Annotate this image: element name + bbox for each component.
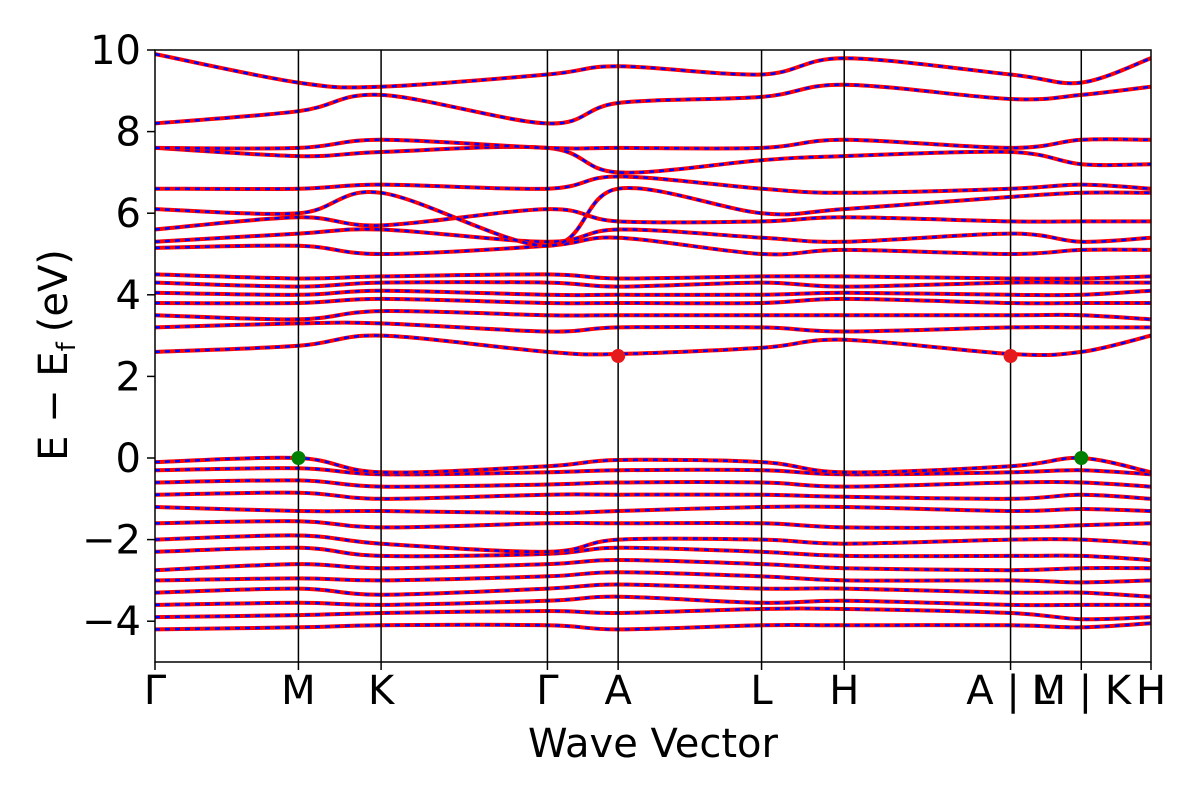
band-edge-markers-layer	[291, 349, 1089, 465]
band-line-spin-up	[155, 557, 1151, 573]
x-tick-label: M | K	[1031, 668, 1132, 714]
band-line-spin-down	[155, 186, 1151, 248]
cbm-marker	[1003, 349, 1018, 363]
band-line-spin-down	[155, 52, 1151, 89]
band-line-spin-up	[155, 288, 1151, 298]
band-line-spin-down	[155, 289, 1151, 297]
band-line-spin-down	[155, 83, 1151, 125]
y-tick-label: 6	[116, 191, 141, 237]
band-line-spin-up	[155, 478, 1151, 489]
vbm-marker	[1074, 451, 1089, 465]
x-tick-label: H	[829, 668, 859, 714]
band-line-spin-up	[155, 272, 1151, 281]
band-line-spin-up	[155, 545, 1151, 562]
band-line-spin-up	[155, 519, 1151, 530]
band-line-spin-up	[155, 137, 1151, 151]
band-line-spin-down	[155, 479, 1151, 488]
y-axis-title: E − Ef (eV)	[31, 249, 82, 461]
y-tick-label: 8	[116, 110, 141, 156]
band-line-spin-down	[155, 273, 1151, 280]
band-line-spin-down	[155, 309, 1151, 321]
band-line-spin-up	[155, 320, 1151, 334]
y-axis-ticks: 10 8 6 4 2 0 −2 −4	[82, 28, 155, 645]
y-axis-title-subscript: f	[52, 341, 82, 351]
x-tick-label: M	[281, 668, 316, 714]
band-line-spin-down	[155, 570, 1151, 584]
band-line-spin-up	[155, 466, 1151, 477]
band-line-spin-down	[155, 297, 1151, 305]
band-line-spin-down	[155, 491, 1151, 501]
y-axis-title-main: E − E	[31, 351, 77, 461]
band-line-spin-up	[155, 504, 1151, 516]
bands-layer	[155, 52, 1151, 632]
band-line-spin-up	[155, 82, 1151, 126]
band-line-spin-down	[155, 175, 1151, 195]
x-tick-label: L	[750, 668, 773, 714]
band-line-spin-up	[155, 570, 1151, 585]
band-line-spin-up	[155, 606, 1151, 622]
band-line-spin-down	[155, 207, 1151, 231]
plot-frame	[154, 49, 1152, 663]
band-line-spin-down	[155, 227, 1151, 244]
band-line-spin-down	[155, 505, 1151, 515]
band-line-spin-down	[155, 145, 1151, 174]
vbm-marker	[291, 451, 306, 465]
y-tick-label: −4	[82, 599, 141, 645]
x-tick-label: Γ	[144, 668, 167, 714]
band-line-spin-down	[155, 583, 1151, 598]
band-line-spin-down	[155, 466, 1151, 476]
y-axis-title-unit: (eV)	[31, 249, 77, 332]
band-line-spin-down	[155, 321, 1151, 333]
band-line-spin-down	[155, 519, 1151, 529]
y-tick-label: −2	[82, 518, 141, 564]
band-line-spin-up	[155, 621, 1151, 632]
band-line-spin-up	[155, 455, 1151, 475]
band-line-spin-up	[155, 582, 1151, 599]
band-line-spin-up	[155, 296, 1151, 306]
y-tick-label: 4	[116, 273, 141, 319]
band-line-spin-up	[155, 594, 1151, 608]
band-line-spin-up	[155, 333, 1151, 358]
band-line-spin-down	[155, 558, 1151, 572]
x-tick-label: A	[604, 668, 632, 714]
cbm-marker	[611, 349, 626, 363]
band-line-spin-up	[155, 280, 1151, 289]
x-tick-label: Γ	[536, 668, 559, 714]
band-line-spin-up	[155, 490, 1151, 501]
band-line-spin-up	[155, 309, 1151, 322]
band-line-spin-down	[155, 621, 1151, 631]
band-line-spin-down	[155, 595, 1151, 607]
x-tick-label: H	[1136, 668, 1166, 714]
band-line-spin-down	[155, 280, 1151, 288]
x-axis-title: Wave Vector	[528, 721, 779, 767]
y-tick-label: 10	[90, 28, 141, 74]
x-tick-label: A | L	[966, 668, 1055, 714]
y-tick-label: 0	[116, 436, 141, 482]
band-line-spin-up	[155, 52, 1151, 90]
band-line-spin-up	[155, 235, 1151, 257]
band-line-spin-down	[155, 534, 1151, 554]
y-tick-label: 2	[116, 354, 141, 400]
band-line-spin-down	[155, 236, 1151, 256]
x-tick-label: K	[368, 668, 396, 714]
band-line-spin-down	[155, 607, 1151, 621]
